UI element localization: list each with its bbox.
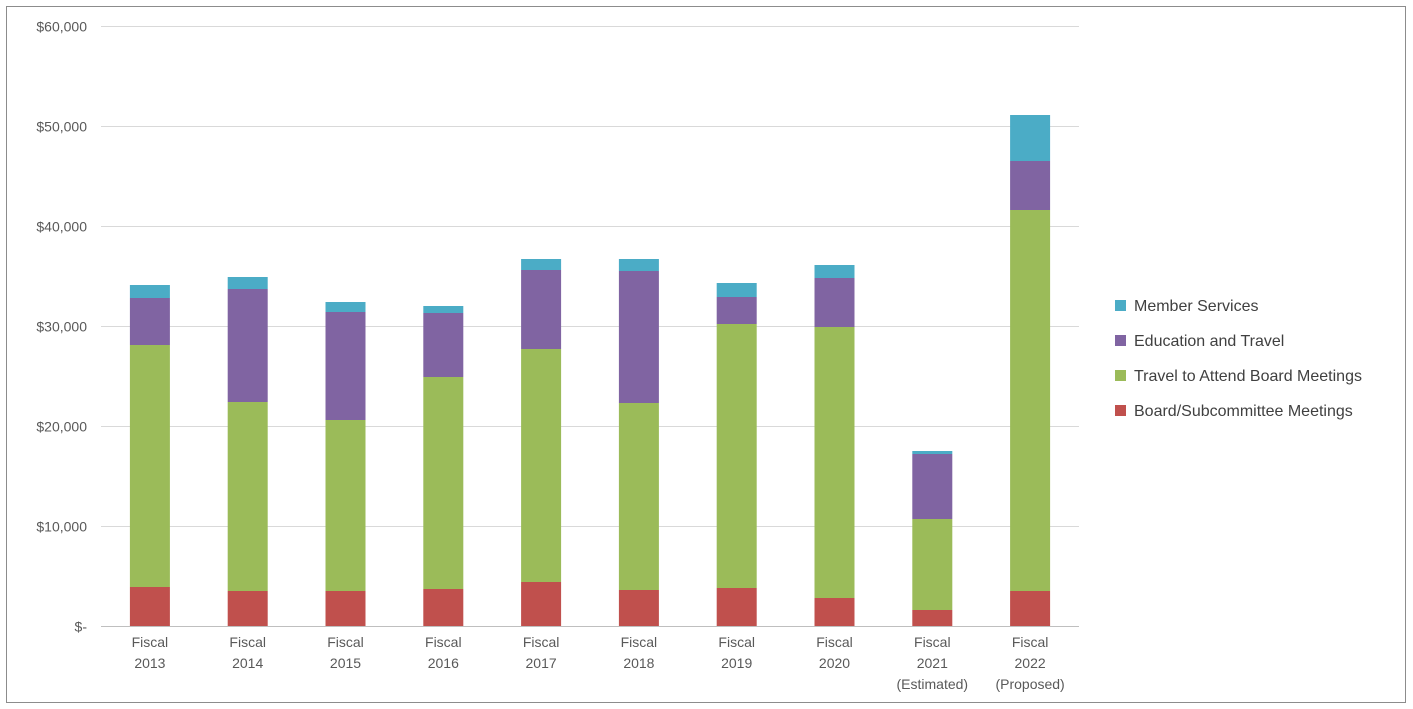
bar-stack — [423, 306, 464, 626]
legend-swatch — [1115, 335, 1126, 346]
bar-stack — [129, 285, 170, 626]
bar-segment-member-services — [521, 259, 562, 270]
bar-segment-member-services — [1010, 115, 1051, 161]
bar-segment-education-and-travel — [814, 278, 855, 327]
bar-stack — [814, 265, 855, 626]
y-tick-label: $50,000 — [36, 119, 87, 135]
bar-segment-member-services — [129, 285, 170, 298]
x-category-label: Fiscal 2019 — [718, 634, 755, 671]
y-tick-label: $40,000 — [36, 219, 87, 235]
legend-label: Education and Travel — [1134, 333, 1284, 350]
legend-label: Member Services — [1134, 298, 1258, 315]
bar-segment-member-services — [618, 259, 659, 271]
bar-segment-education-and-travel — [423, 313, 464, 377]
x-category-label: Fiscal 2022 (Proposed) — [995, 634, 1064, 692]
bar-segment-board-subcommittee-meetings — [129, 587, 170, 626]
bar-segment-travel-to-attend-board-meetings — [325, 420, 366, 591]
bar-segment-board-subcommittee-meetings — [227, 591, 268, 626]
legend: Member Services Education and Travel Trave… — [1115, 298, 1362, 420]
bar-segment-education-and-travel — [618, 271, 659, 403]
bar-segment-member-services — [423, 306, 464, 313]
x-axis-category-labels: Fiscal 2013 Fiscal 2014 Fiscal 2015 Fiscal 2016… — [132, 634, 1065, 692]
legend-label: Board/Subcommittee Meetings — [1134, 403, 1353, 420]
bar-stack — [521, 259, 562, 626]
bar-segment-member-services — [912, 451, 953, 454]
bar-stack — [325, 302, 366, 626]
x-category-label: Fiscal 2021 (Estimated) — [897, 634, 969, 692]
bar-segment-travel-to-attend-board-meetings — [618, 403, 659, 590]
legend-item-member-services: Member Services — [1115, 298, 1258, 315]
x-category-label: Fiscal 2015 — [327, 634, 364, 671]
bar-segment-board-subcommittee-meetings — [618, 590, 659, 626]
y-tick-label: $60,000 — [36, 19, 87, 35]
bar-segment-travel-to-attend-board-meetings — [912, 519, 953, 610]
bar-segment-travel-to-attend-board-meetings — [227, 402, 268, 591]
bar-segment-travel-to-attend-board-meetings — [716, 324, 757, 588]
bar-segment-travel-to-attend-board-meetings — [129, 345, 170, 587]
bar-stack — [716, 283, 757, 626]
bar-segment-travel-to-attend-board-meetings — [1010, 210, 1051, 591]
legend-item-education-and-travel: Education and Travel — [1115, 333, 1284, 350]
x-category-label: Fiscal 2020 — [816, 634, 853, 671]
bar-segment-education-and-travel — [325, 312, 366, 420]
legend-item-travel-to-attend-board-meetings: Travel to Attend Board Meetings — [1115, 368, 1362, 385]
bar-segment-board-subcommittee-meetings — [423, 589, 464, 626]
x-category-label: Fiscal 2016 — [425, 634, 462, 671]
bar-segment-education-and-travel — [129, 298, 170, 345]
bar-stack — [227, 277, 268, 626]
legend-swatch — [1115, 300, 1126, 311]
x-category-label: Fiscal 2018 — [621, 634, 658, 671]
legend-swatch — [1115, 405, 1126, 416]
y-tick-label: $10,000 — [36, 519, 87, 535]
bar-segment-travel-to-attend-board-meetings — [423, 377, 464, 589]
legend-swatch — [1115, 370, 1126, 381]
legend-item-board-subcommittee-meetings: Board/Subcommittee Meetings — [1115, 403, 1353, 420]
y-tick-label: $30,000 — [36, 319, 87, 335]
bar-segment-board-subcommittee-meetings — [912, 610, 953, 626]
bars — [129, 115, 1051, 626]
bar-segment-travel-to-attend-board-meetings — [814, 327, 855, 598]
bar-segment-education-and-travel — [1010, 161, 1051, 210]
bar-segment-education-and-travel — [227, 289, 268, 402]
y-tick-label: $- — [75, 619, 88, 635]
x-category-label: Fiscal 2017 — [523, 634, 560, 671]
bar-segment-member-services — [227, 277, 268, 289]
bar-segment-member-services — [325, 302, 366, 312]
bar-stack — [618, 259, 659, 626]
bar-segment-member-services — [814, 265, 855, 278]
bar-stack — [1010, 115, 1051, 626]
bar-segment-education-and-travel — [716, 297, 757, 324]
bar-segment-board-subcommittee-meetings — [1010, 591, 1051, 626]
bar-segment-travel-to-attend-board-meetings — [521, 349, 562, 582]
y-axis-tick-labels: $- $10,000 $20,000 $30,000 $40,000 $50,000 $60… — [36, 19, 87, 635]
bar-segment-member-services — [716, 283, 757, 297]
y-tick-label: $20,000 — [36, 419, 87, 435]
bar-stack — [912, 451, 953, 626]
legend-label: Travel to Attend Board Meetings — [1134, 368, 1362, 385]
chart-frame: $- $10,000 $20,000 $30,000 $40,000 $50,000 $60… — [6, 6, 1406, 703]
bar-segment-board-subcommittee-meetings — [325, 591, 366, 626]
bar-segment-education-and-travel — [912, 454, 953, 519]
x-category-label: Fiscal 2013 — [132, 634, 169, 671]
stacked-bar-chart: $- $10,000 $20,000 $30,000 $40,000 $50,000 $60… — [36, 19, 1362, 693]
bar-segment-board-subcommittee-meetings — [521, 582, 562, 626]
bar-segment-board-subcommittee-meetings — [814, 598, 855, 626]
bar-segment-board-subcommittee-meetings — [716, 588, 757, 626]
x-category-label: Fiscal 2014 — [229, 634, 266, 671]
bar-segment-education-and-travel — [521, 270, 562, 349]
